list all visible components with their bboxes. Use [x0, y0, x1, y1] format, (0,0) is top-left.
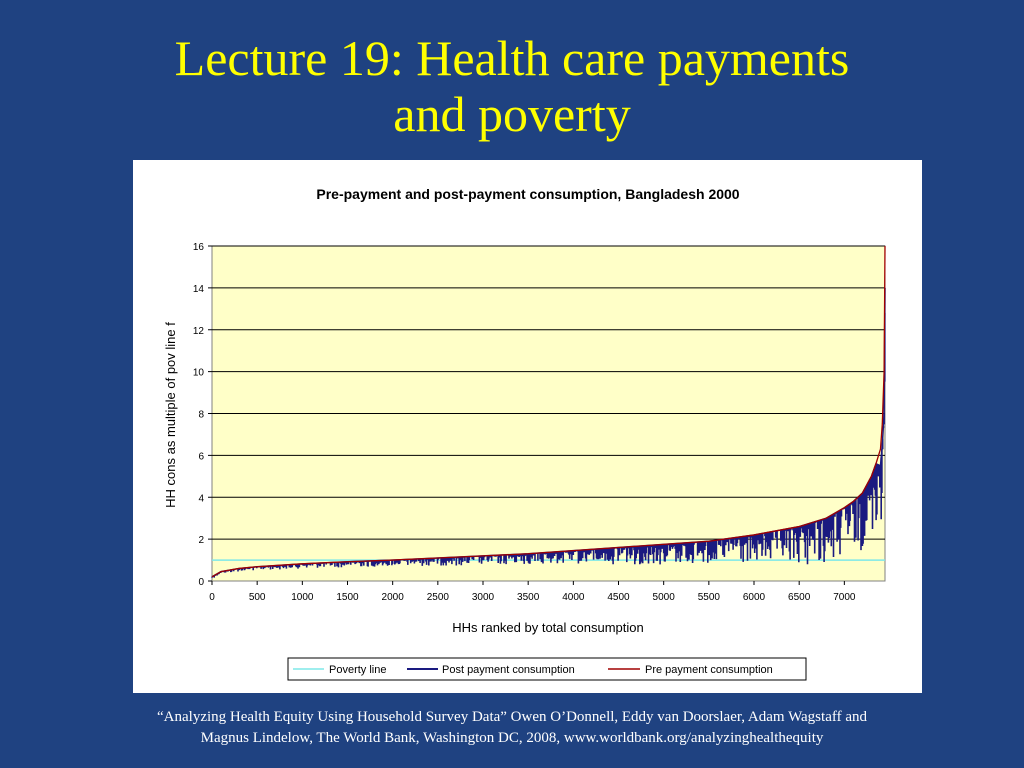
y-tick-label: 16	[193, 242, 205, 253]
x-tick-label: 2000	[382, 592, 405, 603]
y-tick-label: 12	[193, 326, 205, 337]
x-tick-label: 6000	[743, 592, 766, 603]
x-axis-label: HHs ranked by total consumption	[452, 620, 643, 635]
y-tick-label: 10	[193, 368, 205, 379]
y-axis-label: HH cons as multiple of pov line f	[163, 322, 178, 508]
series-lines	[211, 245, 886, 578]
slide-title: Lecture 19: Health care payments and pov…	[0, 30, 1024, 142]
x-tick-label: 500	[249, 592, 266, 603]
y-tick-label: 4	[198, 493, 204, 504]
x-tick-label: 3500	[517, 592, 540, 603]
legend-label-post-payment: Post payment consumption	[442, 664, 575, 676]
consumption-chart: Pre-payment and post-payment consumption…	[163, 186, 886, 681]
slide-title-line-1: Lecture 19: Health care payments	[174, 30, 850, 86]
x-tick-label: 4000	[562, 592, 585, 603]
x-tick-label: 7000	[833, 592, 856, 603]
x-tick-label: 1500	[336, 592, 359, 603]
x-tick-label: 5000	[653, 592, 676, 603]
footnote-line-1: “Analyzing Health Equity Using Household…	[157, 709, 867, 725]
y-tick-label: 2	[198, 535, 204, 546]
chart-title: Pre-payment and post-payment consumption…	[316, 186, 739, 202]
y-axis-ticks: 0 2 4 6 8 10 12 14 16	[193, 242, 212, 588]
chart-panel: Pre-payment and post-payment consumption…	[133, 160, 922, 693]
legend: Poverty line Post payment consumption Pr…	[287, 657, 807, 681]
series-pre-payment	[211, 245, 886, 578]
x-axis-ticks: 0 500 1000 1500 2000 2500 3000 3500 4000 4500 5000…	[209, 581, 856, 603]
y-tick-label: 8	[198, 410, 204, 421]
x-tick-label: 5500	[698, 592, 721, 603]
x-tick-label: 4500	[607, 592, 630, 603]
slide-title-line-2: and poverty	[393, 86, 631, 142]
y-tick-label: 14	[193, 284, 205, 295]
legend-label-pre-payment: Pre payment consumption	[645, 664, 773, 676]
x-tick-label: 3000	[472, 592, 495, 603]
legend-label-poverty-line: Poverty line	[329, 664, 386, 676]
x-tick-label: 6500	[788, 592, 811, 603]
x-tick-label: 2500	[427, 592, 450, 603]
source-footnote: “Analyzing Health Equity Using Household…	[60, 707, 964, 749]
footnote-line-2: Magnus Lindelow, The World Bank, Washing…	[200, 730, 824, 746]
y-tick-label: 6	[198, 451, 204, 462]
x-tick-label: 0	[209, 592, 215, 603]
x-tick-label: 1000	[291, 592, 314, 603]
y-tick-label: 0	[198, 577, 204, 588]
